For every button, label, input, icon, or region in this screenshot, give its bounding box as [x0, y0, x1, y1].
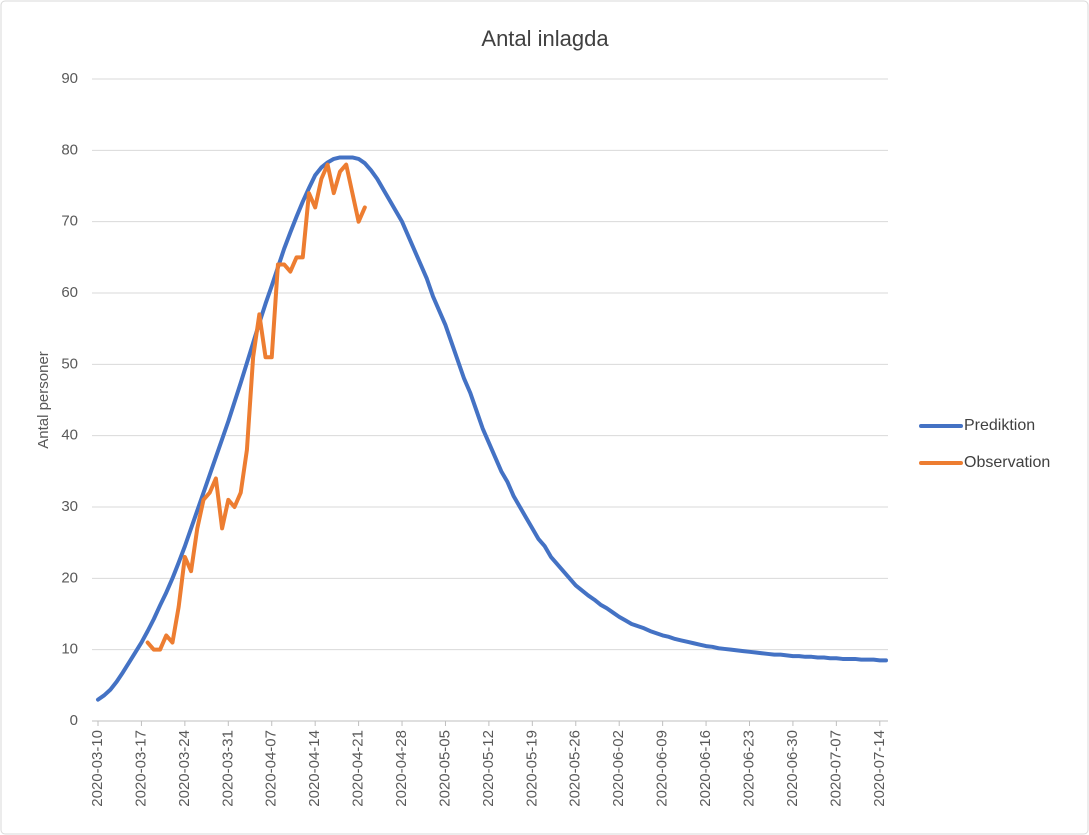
y-tick-label: 0	[70, 712, 78, 729]
y-axis-label: Antal personer	[35, 351, 52, 449]
x-tick-label: 2020-03-10	[89, 730, 106, 807]
x-tick-label: 2020-03-17	[132, 730, 149, 807]
legend: Prediktion Observation	[919, 417, 1050, 471]
y-tick-label: 10	[61, 641, 78, 658]
x-tick-label: 2020-04-14	[306, 730, 323, 807]
y-tick-label: 40	[61, 427, 78, 444]
legend-label: Observation	[964, 454, 1050, 471]
chart-title: Antal inlagda	[481, 26, 609, 51]
y-tick-label: 50	[61, 355, 78, 372]
x-tick-label: 2020-05-05	[436, 730, 453, 807]
x-tick-label: 2020-06-09	[654, 730, 671, 807]
series-line	[96, 155, 888, 702]
x-tick-label: 2020-06-16	[697, 730, 714, 807]
x-tick-label: 2020-07-07	[827, 730, 844, 807]
x-tick-label: 2020-03-24	[176, 730, 193, 807]
x-tick-label: 2020-07-14	[871, 730, 888, 807]
y-tick-label: 70	[61, 213, 78, 230]
x-tick-label: 2020-06-23	[740, 730, 757, 807]
x-tick-label: 2020-04-28	[393, 730, 410, 807]
y-tick-label: 90	[61, 70, 78, 87]
y-tick-label: 80	[61, 141, 78, 158]
x-tick-label: 2020-05-19	[523, 730, 540, 807]
x-tick-label: 2020-03-31	[219, 730, 236, 807]
x-tick-label: 2020-06-30	[784, 730, 801, 807]
x-tick-label: 2020-06-02	[610, 730, 627, 807]
legend-label: Prediktion	[964, 417, 1035, 434]
y-tick-label: 20	[61, 569, 78, 586]
series-line	[145, 162, 367, 652]
x-tick-label: 2020-05-12	[480, 730, 497, 807]
x-tick-label: 2020-04-07	[263, 730, 280, 807]
y-tick-label: 30	[61, 498, 78, 515]
x-tick-label: 2020-05-26	[567, 730, 584, 807]
x-tick-label: 2020-04-21	[350, 730, 367, 807]
y-tick-label: 60	[61, 284, 78, 301]
